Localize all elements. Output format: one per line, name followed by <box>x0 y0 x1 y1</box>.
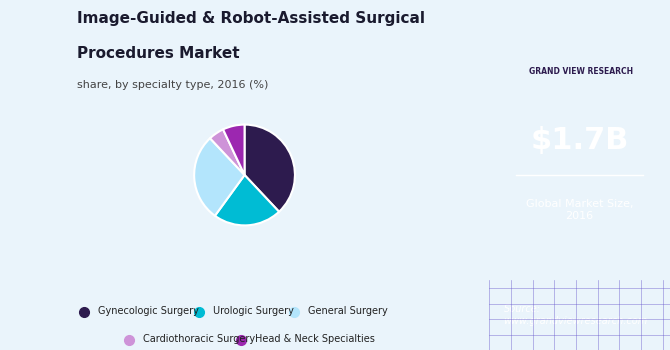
Text: General Surgery: General Surgery <box>308 307 387 316</box>
Text: Cardiothoracic Surgery: Cardiothoracic Surgery <box>143 335 255 344</box>
Wedge shape <box>210 130 245 175</box>
Text: Procedures Market: Procedures Market <box>76 46 239 61</box>
Wedge shape <box>194 138 245 216</box>
Text: Head & Neck Specialties: Head & Neck Specialties <box>255 335 375 344</box>
Wedge shape <box>245 125 295 212</box>
Text: GRAND VIEW RESEARCH: GRAND VIEW RESEARCH <box>529 68 633 76</box>
Wedge shape <box>223 125 245 175</box>
Text: Global Market Size,
2016: Global Market Size, 2016 <box>526 199 633 221</box>
Text: Urologic Surgery: Urologic Surgery <box>213 307 294 316</box>
Wedge shape <box>215 175 279 225</box>
Text: Gynecologic Surgery: Gynecologic Surgery <box>98 307 198 316</box>
Text: share, by specialty type, 2016 (%): share, by specialty type, 2016 (%) <box>76 80 268 91</box>
Text: Source:
www.grandviewresearch.com: Source: www.grandviewresearch.com <box>504 304 648 326</box>
Text: Image-Guided & Robot-Assisted Surgical: Image-Guided & Robot-Assisted Surgical <box>76 10 425 26</box>
Text: $1.7B: $1.7B <box>531 126 628 154</box>
